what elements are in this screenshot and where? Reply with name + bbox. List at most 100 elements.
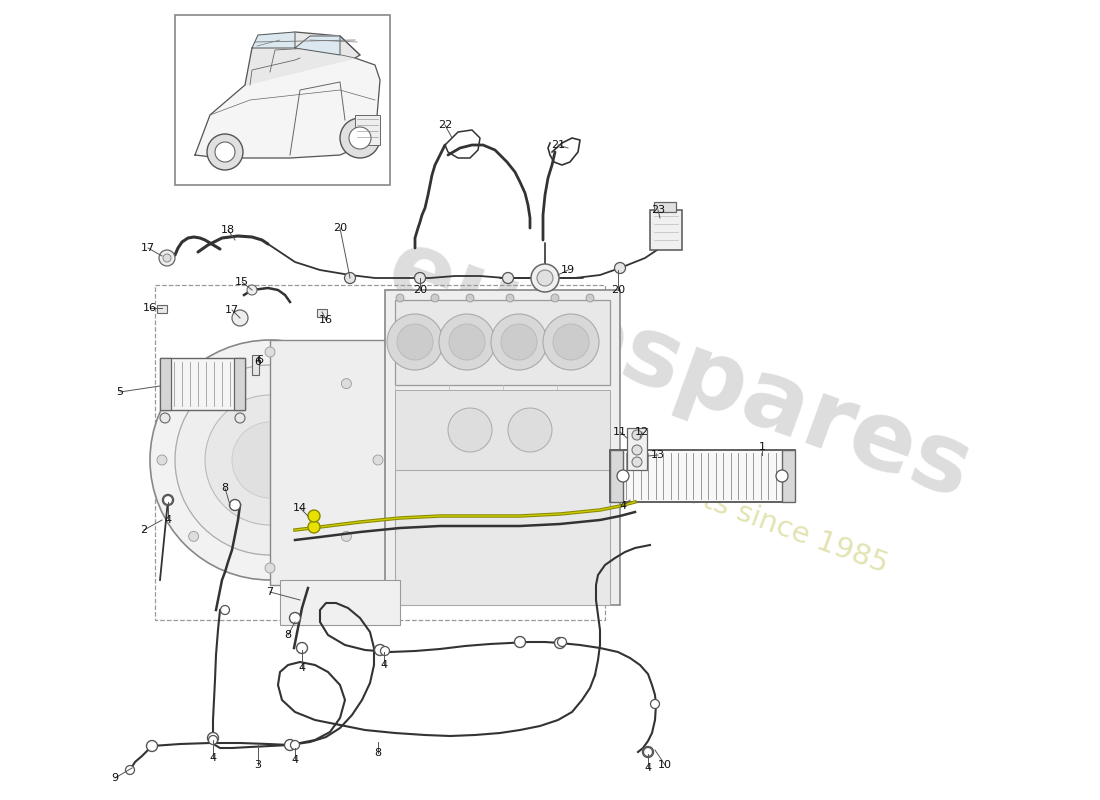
Text: 20: 20 <box>610 285 625 295</box>
Circle shape <box>188 378 199 389</box>
Text: a passion for parts since 1985: a passion for parts since 1985 <box>469 402 892 578</box>
Circle shape <box>150 340 390 580</box>
Bar <box>175 15 390 185</box>
Bar <box>160 358 245 410</box>
Text: 6: 6 <box>256 355 264 365</box>
Circle shape <box>554 638 565 649</box>
Text: 20: 20 <box>333 223 348 233</box>
Circle shape <box>248 285 257 295</box>
Bar <box>155 285 605 620</box>
Bar <box>395 470 610 605</box>
Circle shape <box>396 294 404 302</box>
Text: 8: 8 <box>285 630 292 640</box>
Text: 7: 7 <box>266 587 274 597</box>
Bar <box>385 290 620 605</box>
Text: 9: 9 <box>111 773 119 783</box>
Text: 4: 4 <box>619 501 627 511</box>
Circle shape <box>160 250 175 266</box>
Circle shape <box>508 408 552 452</box>
Circle shape <box>506 294 514 302</box>
Circle shape <box>164 495 173 505</box>
Circle shape <box>207 134 243 170</box>
Text: 21: 21 <box>551 140 565 150</box>
Circle shape <box>220 606 230 614</box>
Bar <box>610 450 623 502</box>
Circle shape <box>289 613 300 623</box>
Circle shape <box>615 262 626 274</box>
Circle shape <box>500 324 537 360</box>
Circle shape <box>632 457 642 467</box>
Text: 4: 4 <box>645 763 651 773</box>
Bar <box>782 450 795 502</box>
Circle shape <box>632 445 642 455</box>
Circle shape <box>448 408 492 452</box>
Circle shape <box>209 735 218 745</box>
Text: 18: 18 <box>221 225 235 235</box>
Circle shape <box>160 413 170 423</box>
Text: 14: 14 <box>293 503 307 513</box>
Circle shape <box>146 741 157 751</box>
Circle shape <box>163 494 174 506</box>
Circle shape <box>235 413 245 423</box>
Polygon shape <box>295 36 340 55</box>
Circle shape <box>208 733 219 743</box>
Text: 23: 23 <box>651 205 666 215</box>
Circle shape <box>297 642 308 654</box>
Bar <box>610 450 795 502</box>
Circle shape <box>175 365 365 555</box>
Circle shape <box>232 310 248 326</box>
Text: 15: 15 <box>235 277 249 287</box>
Circle shape <box>537 270 553 286</box>
Circle shape <box>439 314 495 370</box>
Circle shape <box>125 766 134 774</box>
Circle shape <box>387 314 443 370</box>
Circle shape <box>308 521 320 533</box>
Circle shape <box>374 645 385 655</box>
Bar <box>270 340 470 585</box>
Text: 16: 16 <box>319 315 333 325</box>
Text: 13: 13 <box>651 450 666 460</box>
Text: 5: 5 <box>117 387 123 397</box>
Text: 16: 16 <box>143 303 157 313</box>
Circle shape <box>491 314 547 370</box>
Text: 1: 1 <box>759 442 766 452</box>
Bar <box>280 580 400 625</box>
Circle shape <box>431 294 439 302</box>
Text: 17: 17 <box>141 243 155 253</box>
Text: 20: 20 <box>412 285 427 295</box>
Text: 4: 4 <box>209 753 217 763</box>
Text: eurospares: eurospares <box>375 221 985 519</box>
Circle shape <box>344 273 355 283</box>
Polygon shape <box>245 32 360 85</box>
Circle shape <box>340 118 379 158</box>
Text: 8: 8 <box>221 483 229 493</box>
Bar <box>317 309 327 317</box>
Text: 3: 3 <box>254 760 262 770</box>
Text: 22: 22 <box>438 120 452 130</box>
Circle shape <box>503 273 514 283</box>
Text: 19: 19 <box>561 265 575 275</box>
Circle shape <box>290 741 299 750</box>
Circle shape <box>265 563 275 573</box>
Circle shape <box>466 294 474 302</box>
Text: 4: 4 <box>381 660 387 670</box>
Circle shape <box>341 531 351 542</box>
Text: 8: 8 <box>374 748 382 758</box>
Circle shape <box>586 294 594 302</box>
Circle shape <box>449 324 485 360</box>
Circle shape <box>188 531 199 542</box>
Circle shape <box>543 314 600 370</box>
Text: 4: 4 <box>298 663 306 673</box>
Circle shape <box>341 378 351 389</box>
Circle shape <box>214 142 235 162</box>
Circle shape <box>415 273 426 283</box>
Circle shape <box>205 395 336 525</box>
Circle shape <box>381 646 389 655</box>
Bar <box>252 355 258 375</box>
Bar <box>395 390 610 470</box>
Circle shape <box>551 294 559 302</box>
Circle shape <box>285 739 296 750</box>
Bar <box>627 428 647 470</box>
Circle shape <box>558 638 566 646</box>
Circle shape <box>373 455 383 465</box>
